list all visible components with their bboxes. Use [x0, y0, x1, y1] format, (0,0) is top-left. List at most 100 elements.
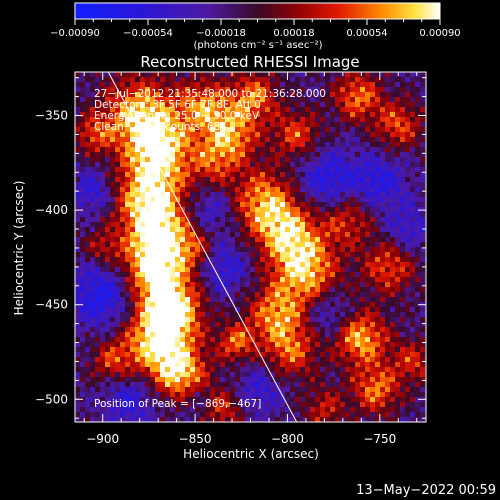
heatmap-pixel — [390, 297, 395, 302]
heatmap-pixel — [330, 232, 335, 237]
heatmap-pixel — [230, 292, 235, 297]
heatmap-pixel — [305, 192, 310, 197]
heatmap-pixel — [230, 272, 235, 277]
heatmap-pixel — [205, 382, 210, 387]
heatmap-pixel — [355, 332, 360, 337]
heatmap-pixel — [410, 367, 415, 372]
heatmap-pixel — [80, 317, 85, 322]
heatmap-pixel — [340, 252, 345, 257]
heatmap-pixel — [370, 92, 375, 97]
heatmap-pixel — [360, 172, 365, 177]
heatmap-pixel — [210, 187, 215, 192]
heatmap-pixel — [100, 82, 105, 87]
heatmap-pixel — [285, 287, 290, 292]
heatmap-pixel — [90, 287, 95, 292]
heatmap-pixel — [165, 182, 170, 187]
heatmap-pixel — [295, 242, 300, 247]
heatmap-pixel — [300, 292, 305, 297]
heatmap-pixel — [275, 212, 280, 217]
heatmap-pixel — [260, 417, 265, 422]
heatmap-pixel — [135, 177, 140, 182]
heatmap-pixel — [420, 167, 425, 172]
heatmap-pixel — [360, 142, 365, 147]
heatmap-pixel — [115, 147, 120, 152]
heatmap-pixel — [180, 167, 185, 172]
heatmap-pixel — [275, 137, 280, 142]
heatmap-pixel — [120, 127, 125, 132]
heatmap-pixel — [145, 247, 150, 252]
heatmap-pixel — [235, 197, 240, 202]
heatmap-pixel — [340, 317, 345, 322]
heatmap-pixel — [145, 307, 150, 312]
heatmap-pixel — [330, 252, 335, 257]
heatmap-pixel — [125, 127, 130, 132]
heatmap-pixel — [140, 207, 145, 212]
heatmap-pixel — [335, 362, 340, 367]
heatmap-pixel — [400, 322, 405, 327]
heatmap-pixel — [300, 242, 305, 247]
heatmap-pixel — [190, 137, 195, 142]
heatmap-pixel — [405, 282, 410, 287]
heatmap-pixel — [270, 392, 275, 397]
heatmap-pixel — [130, 317, 135, 322]
heatmap-pixel — [335, 92, 340, 97]
heatmap-pixel — [230, 217, 235, 222]
heatmap-pixel — [220, 132, 225, 137]
heatmap-pixel — [370, 217, 375, 222]
heatmap-pixel — [365, 227, 370, 232]
heatmap-pixel — [95, 212, 100, 217]
heatmap-pixel — [185, 322, 190, 327]
heatmap-pixel — [420, 402, 425, 407]
colorbar-tick-label: 0.00054 — [346, 28, 387, 39]
heatmap-pixel — [330, 202, 335, 207]
heatmap-pixel — [275, 402, 280, 407]
heatmap-pixel — [295, 257, 300, 262]
heatmap-pixel — [235, 107, 240, 112]
heatmap-pixel — [415, 282, 420, 287]
heatmap-pixel — [380, 107, 385, 112]
heatmap-pixel — [280, 287, 285, 292]
heatmap-pixel — [200, 142, 205, 147]
heatmap-pixel — [100, 327, 105, 332]
heatmap-pixel — [335, 357, 340, 362]
heatmap-pixel — [290, 307, 295, 312]
heatmap-pixel — [170, 277, 175, 282]
heatmap-pixel — [140, 377, 145, 382]
heatmap-pixel — [420, 92, 425, 97]
heatmap-pixel — [265, 132, 270, 137]
heatmap-pixel — [395, 187, 400, 192]
heatmap-pixel — [320, 347, 325, 352]
heatmap-pixel — [215, 282, 220, 287]
heatmap-pixel — [165, 272, 170, 277]
heatmap-pixel — [260, 257, 265, 262]
heatmap-pixel — [110, 397, 115, 402]
heatmap-pixel — [265, 142, 270, 147]
heatmap-pixel — [280, 222, 285, 227]
heatmap-pixel — [260, 272, 265, 277]
heatmap-pixel — [105, 127, 110, 132]
heatmap-pixel — [210, 97, 215, 102]
heatmap-pixel — [305, 332, 310, 337]
heatmap-pixel — [220, 207, 225, 212]
heatmap-pixel — [110, 352, 115, 357]
heatmap-pixel — [360, 357, 365, 362]
heatmap-pixel — [150, 157, 155, 162]
heatmap-pixel — [120, 252, 125, 257]
heatmap-pixel — [175, 142, 180, 147]
heatmap-pixel — [80, 107, 85, 112]
heatmap-pixel — [240, 157, 245, 162]
heatmap-pixel — [305, 392, 310, 397]
heatmap-pixel — [380, 172, 385, 177]
heatmap-pixel — [205, 172, 210, 177]
heatmap-pixel — [135, 162, 140, 167]
heatmap-pixel — [360, 147, 365, 152]
heatmap-pixel — [105, 77, 110, 82]
heatmap-pixel — [270, 302, 275, 307]
heatmap-pixel — [320, 177, 325, 182]
heatmap-pixel — [150, 227, 155, 232]
heatmap-pixel — [335, 192, 340, 197]
heatmap-pixel — [205, 342, 210, 347]
heatmap-pixel — [125, 227, 130, 232]
heatmap-pixel — [175, 342, 180, 347]
heatmap-pixel — [235, 157, 240, 162]
